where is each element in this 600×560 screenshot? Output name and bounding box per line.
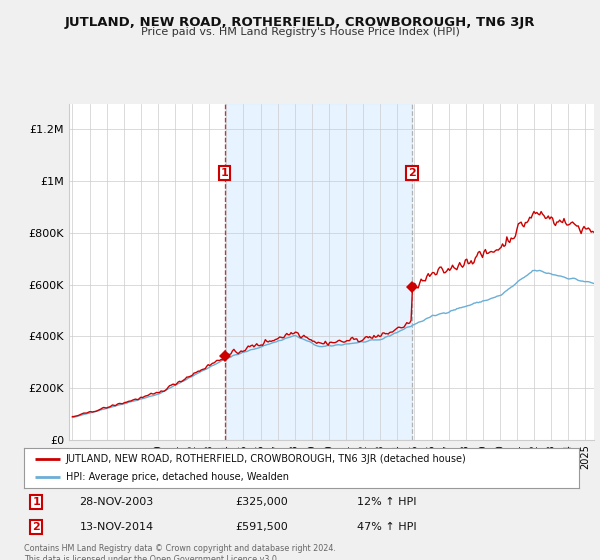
Text: 1: 1 [32,497,40,507]
Text: Contains HM Land Registry data © Crown copyright and database right 2024.
This d: Contains HM Land Registry data © Crown c… [24,544,336,560]
Text: 2: 2 [32,521,40,531]
Text: 12% ↑ HPI: 12% ↑ HPI [357,497,416,507]
Text: 13-NOV-2014: 13-NOV-2014 [79,521,154,531]
Text: JUTLAND, NEW ROAD, ROTHERFIELD, CROWBOROUGH, TN6 3JR: JUTLAND, NEW ROAD, ROTHERFIELD, CROWBORO… [65,16,535,29]
Text: 28-NOV-2003: 28-NOV-2003 [79,497,154,507]
Text: £325,000: £325,000 [235,497,287,507]
Text: HPI: Average price, detached house, Wealden: HPI: Average price, detached house, Weal… [65,473,289,482]
Text: Price paid vs. HM Land Registry's House Price Index (HPI): Price paid vs. HM Land Registry's House … [140,27,460,37]
Text: 47% ↑ HPI: 47% ↑ HPI [357,521,416,531]
Text: £591,500: £591,500 [235,521,287,531]
Text: JUTLAND, NEW ROAD, ROTHERFIELD, CROWBOROUGH, TN6 3JR (detached house): JUTLAND, NEW ROAD, ROTHERFIELD, CROWBORO… [65,454,466,464]
Bar [224,104,412,440]
Text: 1: 1 [221,169,229,179]
Text: 2: 2 [409,169,416,179]
